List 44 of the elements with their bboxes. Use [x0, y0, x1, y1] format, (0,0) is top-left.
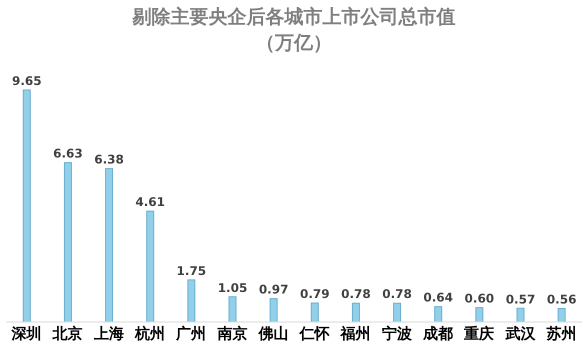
- x-tick-label: 广州: [175, 324, 206, 343]
- bar: [22, 90, 31, 322]
- bar: [310, 302, 319, 322]
- x-tick-label: 上海: [92, 324, 124, 343]
- x-tick-label: 北京: [52, 324, 83, 343]
- bar: [146, 210, 154, 322]
- data-label: 0.64: [423, 290, 454, 305]
- bar: [228, 296, 236, 322]
- bar: [516, 308, 524, 322]
- data-label: 0.56: [546, 292, 576, 307]
- chart-subtitle: （万亿）: [255, 31, 333, 56]
- data-label: 1.05: [218, 280, 248, 295]
- data-label: 0.97: [258, 282, 288, 297]
- x-tick-label: 深圳: [10, 324, 42, 343]
- x-tick-label: 佛山: [257, 324, 288, 343]
- x-tick-label: 宁波: [382, 324, 412, 343]
- x-tick-label: 福州: [340, 324, 371, 343]
- chart-title: 剔除主要央企后各城市上市公司总市值: [131, 5, 456, 30]
- bar: [105, 168, 114, 322]
- bar: [475, 307, 484, 322]
- bar: [434, 306, 442, 322]
- bar: [558, 308, 566, 322]
- x-tick-label: 杭州: [134, 324, 165, 343]
- bar: [393, 302, 402, 322]
- data-label: 0.78: [341, 287, 371, 302]
- x-tick-label: 南京: [216, 324, 248, 343]
- bar: [270, 298, 278, 322]
- data-label: 0.78: [382, 287, 412, 302]
- data-label: 0.60: [464, 292, 494, 306]
- data-label: 0.57: [506, 292, 536, 306]
- x-tick-label: 重庆: [463, 324, 494, 343]
- data-label: 1.75: [176, 264, 206, 278]
- bar: [64, 162, 72, 322]
- data-label: 6.63: [53, 146, 83, 161]
- data-label: 9.65: [12, 74, 42, 88]
- bar: [187, 279, 196, 322]
- x-tick-label: 武汉: [504, 324, 536, 343]
- x-tick-label: 苏州: [545, 324, 576, 343]
- data-label: 6.38: [94, 152, 124, 167]
- data-label: 4.61: [135, 195, 166, 210]
- x-tick-label: 仁怀: [298, 324, 331, 343]
- x-tick-label: 成都: [422, 324, 453, 343]
- bar: [352, 302, 360, 322]
- data-label: 0.79: [300, 287, 330, 302]
